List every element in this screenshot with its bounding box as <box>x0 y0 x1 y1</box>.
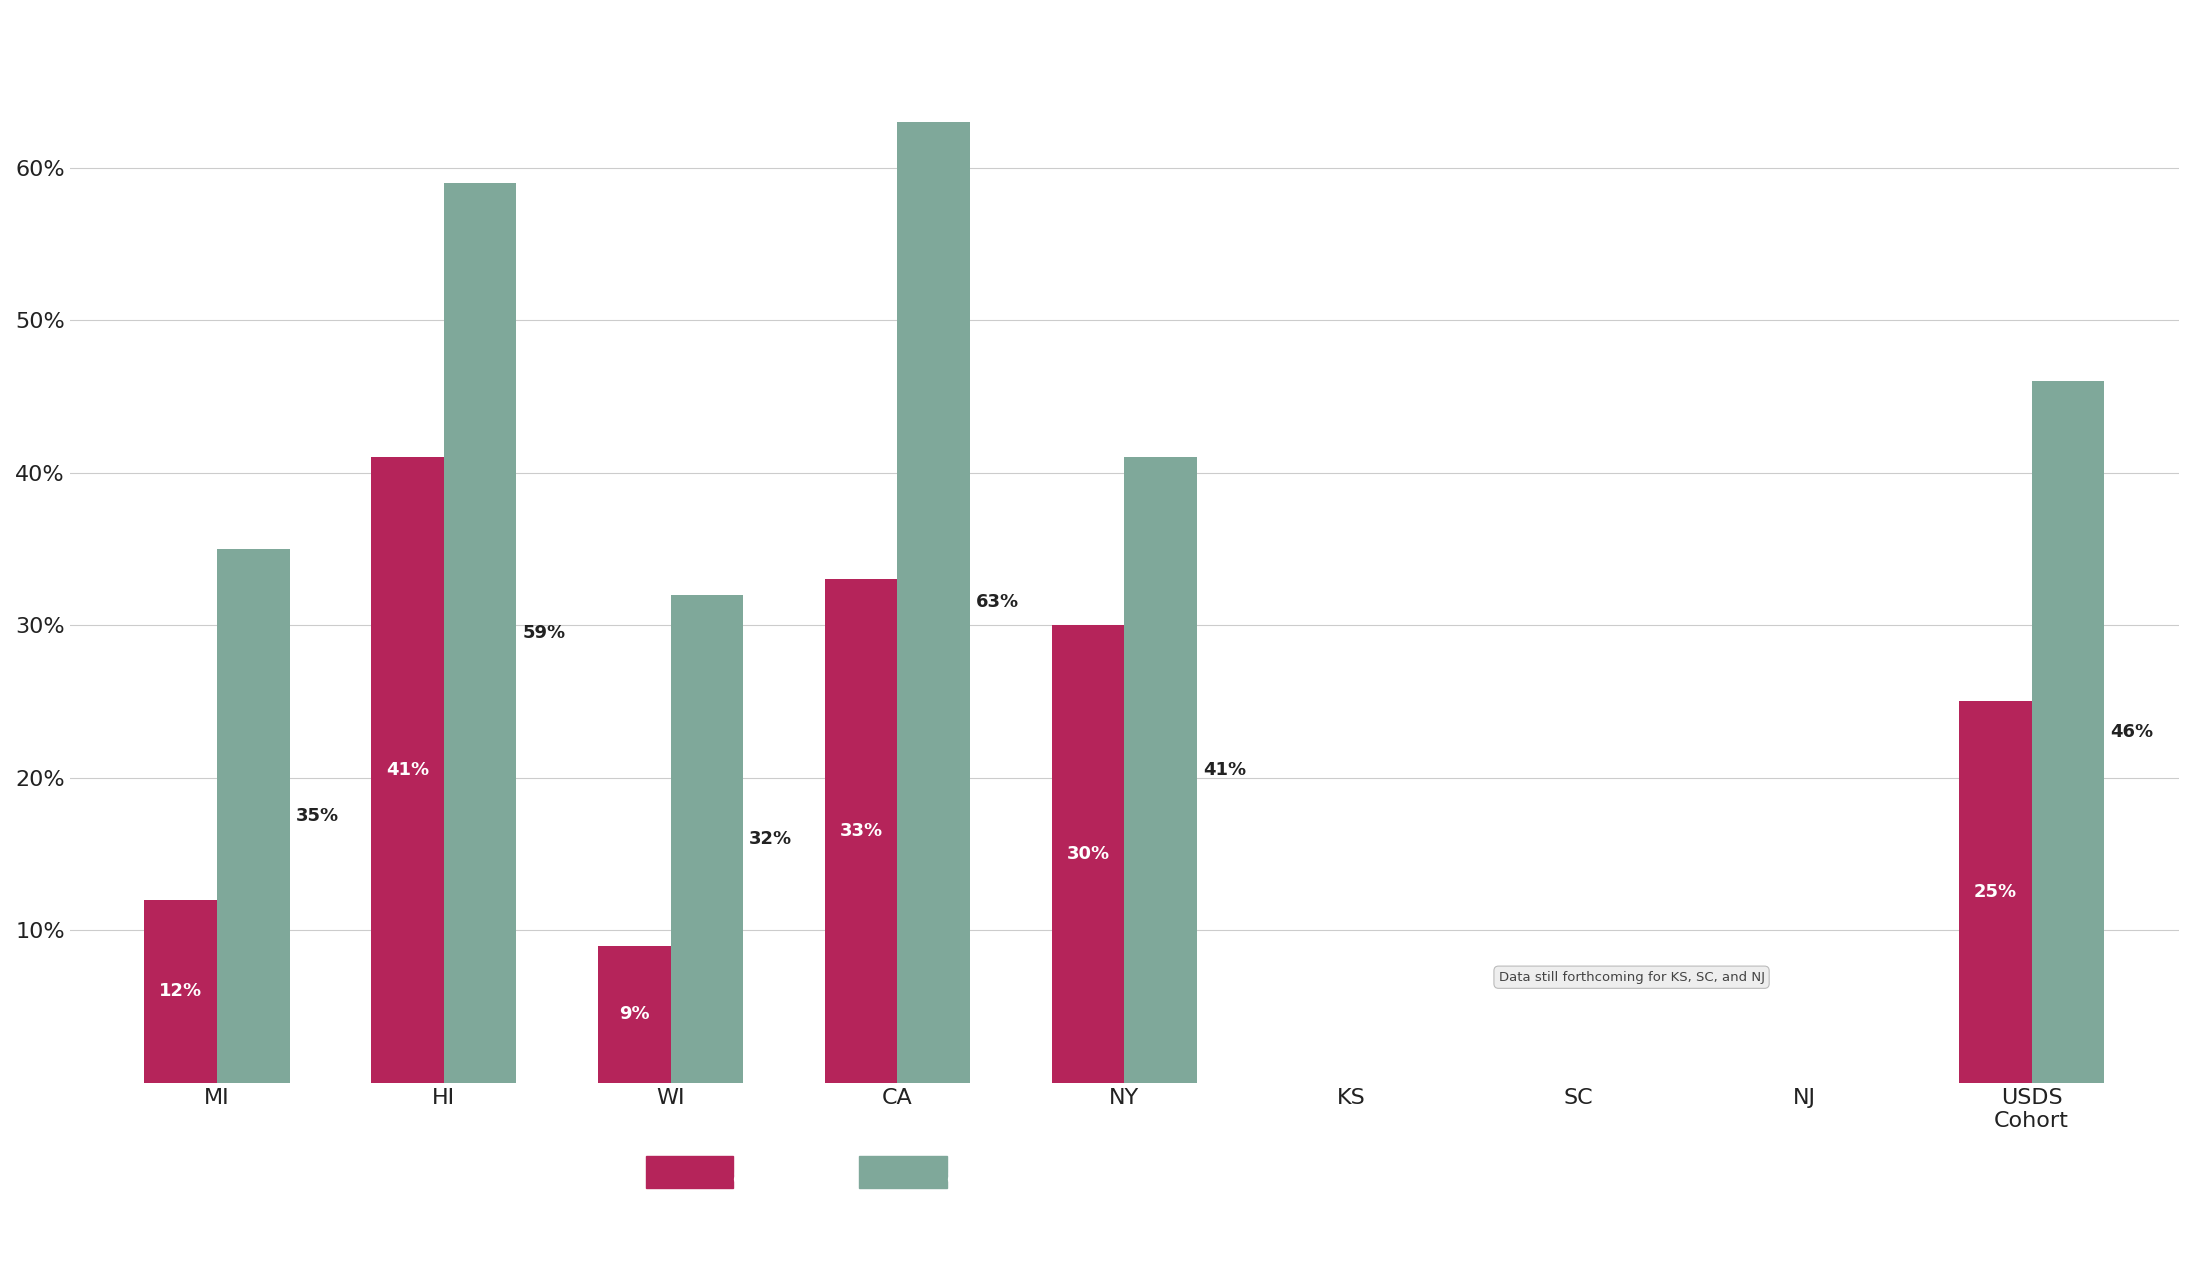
Text: 33%: 33% <box>840 822 882 840</box>
Bar <box>145 900 217 1082</box>
Bar <box>1123 458 1198 1082</box>
Bar <box>2032 381 2104 1082</box>
Text: 41%: 41% <box>386 762 430 780</box>
Text: 30%: 30% <box>1066 845 1110 863</box>
Bar <box>671 594 744 1082</box>
Text: 12%: 12% <box>160 983 202 1001</box>
Text: 46%: 46% <box>2111 723 2152 741</box>
Text: 9%: 9% <box>619 1006 649 1024</box>
Bar <box>371 458 443 1082</box>
Text: 25%: 25% <box>1975 883 2016 901</box>
Bar <box>443 183 516 1082</box>
Text: 32%: 32% <box>748 829 792 847</box>
Bar <box>1959 702 2032 1082</box>
Bar <box>599 946 671 1082</box>
Text: 41%: 41% <box>1202 762 1246 780</box>
Bar <box>1051 625 1123 1082</box>
Text: 35%: 35% <box>296 806 338 824</box>
Bar <box>825 579 897 1082</box>
Bar <box>217 550 290 1082</box>
Text: 59%: 59% <box>522 624 566 642</box>
Text: Data still forthcoming for KS, SC, and NJ: Data still forthcoming for KS, SC, and N… <box>1499 971 1764 984</box>
Legend: avg. before, avg. after: avg. before, avg. after <box>638 1148 1062 1196</box>
Bar <box>897 121 970 1082</box>
Text: 63%: 63% <box>976 593 1018 611</box>
